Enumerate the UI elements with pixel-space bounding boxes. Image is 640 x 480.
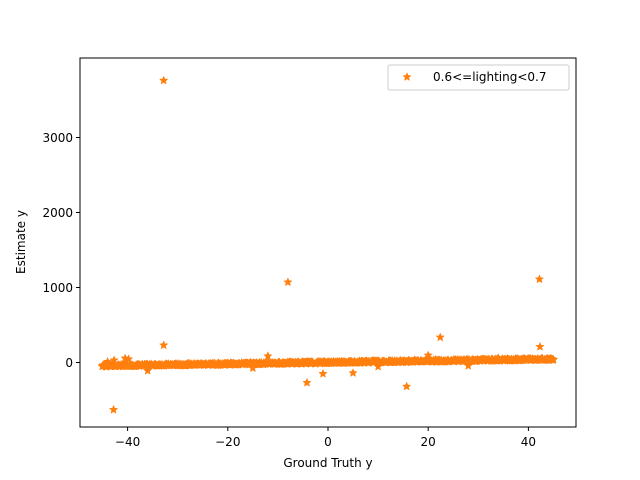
data-point-outlier [142, 365, 153, 375]
data-point-outlier [302, 377, 312, 387]
data-point-outlier [493, 353, 504, 363]
y-tick-label: 2000 [42, 206, 73, 220]
y-tick-label: 1000 [42, 281, 73, 295]
data-point-outlier [109, 355, 119, 365]
data-point-outlier [158, 75, 169, 85]
plot-area [80, 58, 576, 427]
x-tick-label: 0 [324, 435, 332, 449]
legend: 0.6<=lighting<0.7 [387, 64, 570, 91]
x-tick-label: 20 [421, 435, 436, 449]
y-tick-label: 3000 [42, 131, 73, 145]
data-point-outlier [401, 381, 412, 391]
data-points [97, 75, 559, 414]
y-axis-label: Estimate y [14, 210, 28, 274]
data-point-outlier [535, 341, 545, 351]
data-point-outlier [534, 274, 545, 284]
y-tick-label: 0 [65, 356, 73, 370]
data-point-outlier [102, 356, 113, 366]
y-axis-ticks: 0 1000 2000 3000 [42, 131, 80, 370]
data-point-outlier [373, 361, 383, 371]
x-tick-label: −40 [115, 435, 140, 449]
data-point-outlier [123, 354, 134, 364]
x-axis-ticks: −40 −20 0 20 40 [115, 427, 536, 449]
data-point-outlier [158, 340, 169, 350]
legend-box [387, 64, 570, 91]
data-point-outlier [423, 350, 433, 360]
data-point [547, 354, 558, 364]
data-point-outlier [318, 368, 328, 378]
legend-label: 0.6<=lighting<0.7 [433, 70, 546, 84]
x-tick-label: 40 [521, 435, 536, 449]
data-point-outlier [108, 404, 119, 414]
plot-frame [79, 57, 577, 428]
x-tick-label: −20 [215, 435, 240, 449]
x-axis-label: Ground Truth y [283, 456, 372, 470]
legend-marker-star-icon [402, 72, 412, 82]
legend-star [402, 72, 412, 82]
data-point-outlier [463, 360, 474, 370]
data-point-outlier [263, 351, 273, 361]
data-point-outlier [283, 277, 293, 287]
data-point-outlier [248, 363, 258, 373]
data-point-outlier [435, 332, 445, 342]
data-point-outlier [348, 368, 358, 378]
